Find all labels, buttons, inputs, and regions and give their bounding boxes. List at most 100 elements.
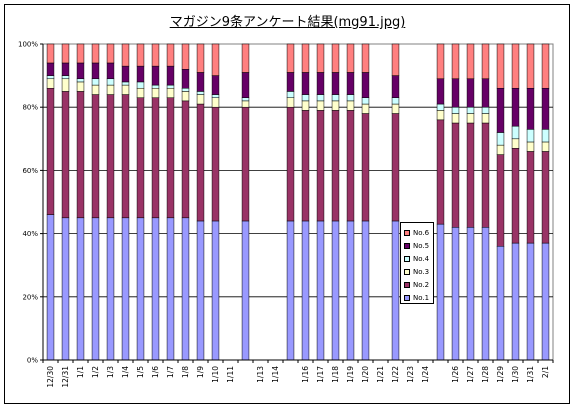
legend-swatch-no6: [404, 229, 410, 236]
x-tick-label: 1/4: [121, 366, 130, 378]
bar-segment: [436, 43, 445, 80]
x-tick-label: 1/13: [256, 366, 265, 383]
bar-segment: [451, 78, 460, 108]
bar-segment: [496, 43, 505, 89]
bar-segment: [46, 214, 55, 361]
bar-segment: [196, 43, 205, 73]
bar-segment: [331, 110, 340, 222]
bar-segment: [391, 220, 400, 361]
bar-segment: [61, 217, 70, 361]
bar-segment: [346, 110, 355, 222]
bar-segment: [286, 72, 295, 92]
bar-segment: [541, 151, 550, 244]
bar-segment: [166, 97, 175, 219]
bar-segment: [481, 122, 490, 228]
bar-segment: [496, 132, 505, 146]
legend-item-no1: No.1: [404, 291, 433, 304]
legend-item-no6: No.6: [404, 226, 433, 239]
bar-segment: [211, 94, 220, 98]
bar-segment: [46, 87, 55, 215]
x-tick-label: 12/31: [61, 366, 70, 388]
bar-segment: [181, 217, 190, 361]
x-tick-label: 1/19: [346, 366, 355, 383]
bar-segment: [166, 65, 175, 86]
bar-segment: [211, 43, 220, 76]
legend-swatch-no2: [404, 281, 410, 288]
bar-segment: [106, 62, 115, 80]
bar-segment: [496, 87, 505, 133]
x-tick-label: 1/2: [91, 366, 100, 378]
bar-segment: [121, 94, 130, 219]
bar-segment: [181, 91, 190, 102]
y-tick-label: 20%: [22, 293, 38, 301]
bar-segment: [541, 43, 550, 89]
bar-segment: [151, 87, 160, 98]
x-tick-label: 1/17: [316, 366, 325, 383]
bar-segment: [451, 43, 460, 80]
bar-segment: [106, 43, 115, 64]
x-tick-label: 1/18: [331, 366, 340, 383]
bar-segment: [466, 78, 475, 108]
bar-segment: [91, 43, 100, 64]
bar-segment: [151, 84, 160, 89]
legend-item-no5: No.5: [404, 239, 433, 252]
bar-segment: [106, 94, 115, 219]
bar-segment: [541, 129, 550, 143]
bar-segment: [121, 81, 130, 86]
bar-segment: [316, 72, 325, 95]
bar-segment: [361, 72, 370, 98]
bar-segment: [391, 97, 400, 105]
bar-segment: [466, 113, 475, 124]
bar-segment: [391, 75, 400, 98]
bar-segment: [331, 220, 340, 361]
bar-segment: [241, 106, 250, 222]
bar-segment: [166, 43, 175, 67]
y-tick-label: 0%: [27, 357, 38, 365]
bar-segment: [361, 43, 370, 73]
bar-segment: [46, 62, 55, 76]
legend-label-no4: No.4: [413, 254, 430, 263]
bar-segment: [301, 110, 310, 222]
bar-segment: [241, 72, 250, 98]
bar-segment: [211, 106, 220, 222]
bar-segment: [76, 81, 85, 92]
bar-segment: [241, 43, 250, 73]
x-tick-label: 1/26: [451, 366, 460, 383]
bar-segment: [316, 43, 325, 73]
bar-segment: [286, 220, 295, 361]
bar-segment: [526, 43, 535, 89]
x-tick-label: 1/9: [196, 366, 205, 378]
bar-segment: [241, 100, 250, 108]
x-tick-label: 1/10: [211, 366, 220, 383]
bar-segment: [241, 220, 250, 361]
bar-segment: [316, 94, 325, 102]
bar-segment: [166, 87, 175, 98]
bar-segment: [301, 220, 310, 361]
bar-segment: [331, 72, 340, 95]
bar-segment: [211, 97, 220, 108]
bar-segment: [451, 113, 460, 124]
x-tick-label: 1/27: [466, 366, 475, 383]
bar-segment: [151, 43, 160, 67]
bar-segment: [526, 151, 535, 244]
bar-segment: [136, 81, 145, 89]
bar-segment: [361, 97, 370, 105]
x-tick-label: 1/16: [301, 366, 310, 383]
plot-area: [42, 43, 554, 361]
bar-segment: [106, 217, 115, 361]
bar-segment: [346, 100, 355, 111]
legend-item-no3: No.3: [404, 265, 433, 278]
bar-segment: [451, 122, 460, 228]
legend-label-no2: No.2: [413, 280, 430, 289]
legend-item-no2: No.2: [404, 278, 433, 291]
bar-segment: [346, 72, 355, 95]
bar-segment: [76, 62, 85, 80]
bar-segment: [46, 75, 55, 80]
chart-title: マガジン9条アンケート結果(mg91.jpg): [169, 15, 406, 30]
bar-segment: [391, 43, 400, 76]
bar-segment: [511, 125, 520, 140]
bar-segment: [361, 220, 370, 361]
bar-segment: [91, 217, 100, 361]
chart-legend: No.6 No.5 No.4 No.3 No.2 No.1: [400, 222, 434, 304]
